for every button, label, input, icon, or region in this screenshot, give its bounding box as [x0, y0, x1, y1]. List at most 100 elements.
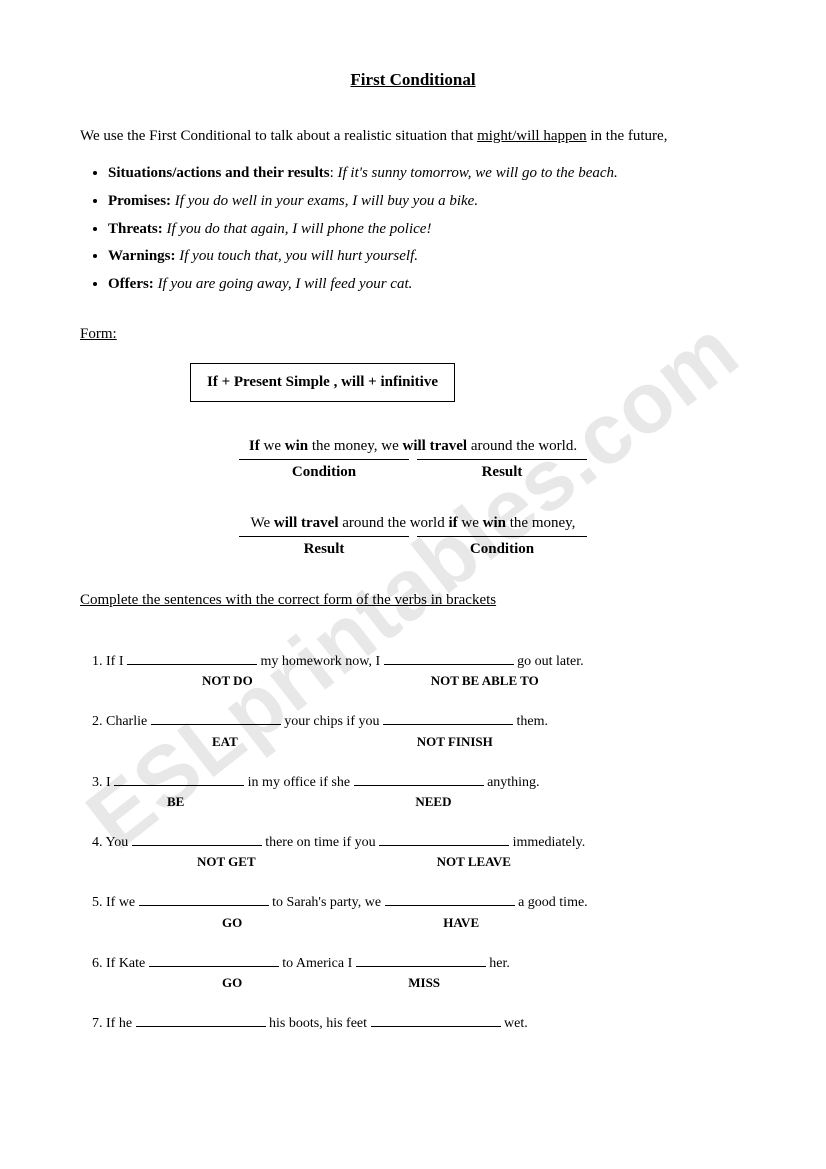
- page-title: First Conditional: [80, 70, 746, 90]
- formula-box: If + Present Simple , will + infinitive: [190, 363, 455, 402]
- label-result: Result: [417, 459, 587, 481]
- blank-field[interactable]: [127, 653, 257, 665]
- exercise-text: to America I: [279, 956, 356, 971]
- verb-hint: GO: [222, 915, 242, 931]
- exercise-text: If I: [106, 654, 127, 669]
- usage-item: Offers: If you are going away, I will fe…: [108, 274, 746, 296]
- label-condition: Condition: [417, 536, 587, 558]
- exercise-text: If we: [106, 895, 139, 910]
- usage-label: Offers:: [108, 276, 154, 292]
- blank-field[interactable]: [371, 1015, 501, 1027]
- exercise-text: in my office if she: [244, 775, 353, 790]
- form-heading: Form:: [80, 326, 746, 343]
- exercise-text: there on time if you: [262, 835, 379, 850]
- word-if: If: [249, 438, 260, 454]
- exercise-text: immediately.: [509, 835, 585, 850]
- blank-field[interactable]: [136, 1015, 266, 1027]
- intro-text: We use the First Conditional to talk abo…: [80, 128, 746, 145]
- exercise-number: 1.: [92, 654, 106, 669]
- word-win: win: [285, 438, 308, 454]
- exercise-text: If Kate: [106, 956, 149, 971]
- blank-field[interactable]: [384, 653, 514, 665]
- example-1: If we win the money, we will travel arou…: [80, 438, 746, 481]
- worksheet-page: ESLprintables.com First Conditional We u…: [0, 0, 826, 1169]
- verb-hint: NOT GET: [197, 854, 256, 870]
- word-will-travel: will travel: [403, 438, 468, 454]
- exercise-number: 7.: [92, 1016, 106, 1031]
- word-win: win: [483, 515, 506, 531]
- verb-hint-row: GOHAVE: [92, 915, 746, 931]
- usage-label: Threats:: [108, 221, 163, 237]
- exercise-item: 3. I in my office if she anything.BE NEED: [92, 772, 746, 810]
- word-if: if: [448, 515, 457, 531]
- verb-hint: NOT FINISH: [417, 734, 493, 750]
- usage-example: If you touch that, you will hurt yoursel…: [179, 248, 418, 264]
- blank-field[interactable]: [379, 834, 509, 846]
- exercise-number: 6.: [92, 956, 106, 971]
- exercise-text: You: [105, 835, 131, 850]
- blank-field[interactable]: [132, 834, 262, 846]
- exercise-sentence: 2. Charlie your chips if you them.: [92, 711, 746, 733]
- usage-example: If it's sunny tomorrow, we will go to th…: [338, 165, 618, 181]
- exercise-item: 4. You there on time if you immediately.…: [92, 832, 746, 870]
- exercise-sentence: 5. If we to Sarah's party, we a good tim…: [92, 892, 746, 914]
- exercise-text: my homework now, I: [257, 654, 384, 669]
- label-row: Condition Result: [80, 459, 746, 481]
- exercise-number: 5.: [92, 895, 106, 910]
- exercise-text: wet.: [501, 1016, 528, 1031]
- exercise-number: 2.: [92, 714, 106, 729]
- exercise-item: 5. If we to Sarah's party, we a good tim…: [92, 892, 746, 930]
- verb-hint: MISS: [408, 975, 440, 991]
- verb-hint-row: NOT GET NOT LEAVE: [92, 854, 746, 870]
- usage-label: Promises:: [108, 193, 171, 209]
- verb-hint: NOT DO: [202, 673, 253, 689]
- exercise-text: If he: [106, 1016, 136, 1031]
- exercise-text: Charlie: [106, 714, 151, 729]
- usage-item: Threats: If you do that again, I will ph…: [108, 219, 746, 241]
- verb-hint: NOT BE ABLE TO: [431, 673, 539, 689]
- exercise-text: them.: [513, 714, 548, 729]
- blank-field[interactable]: [354, 774, 484, 786]
- verb-hint-row: NOT DO NOT BE ABLE TO: [92, 673, 746, 689]
- exercise-number: 3.: [92, 775, 106, 790]
- usage-example: If you are going away, I will feed your …: [158, 276, 413, 292]
- verb-hint: EAT: [212, 734, 238, 750]
- verb-hint: GO: [222, 975, 242, 991]
- usage-example: If you do well in your exams, I will buy…: [175, 193, 478, 209]
- label-condition: Condition: [239, 459, 409, 481]
- usage-label: Warnings:: [108, 248, 176, 264]
- blank-field[interactable]: [139, 894, 269, 906]
- blank-field[interactable]: [114, 774, 244, 786]
- exercise-sentence: 1. If I my homework now, I go out later.: [92, 651, 746, 673]
- example-sentence: We will travel around the world if we wi…: [80, 515, 746, 532]
- label-result: Result: [239, 536, 409, 558]
- verb-hint: BE: [167, 794, 184, 810]
- example-2: We will travel around the world if we wi…: [80, 515, 746, 558]
- exercise-sentence: 7. If he his boots, his feet wet.: [92, 1013, 746, 1035]
- label-row: Result Condition: [80, 536, 746, 558]
- intro-post: in the future,: [587, 128, 668, 144]
- exercise-text: your chips if you: [281, 714, 383, 729]
- verb-hint: NEED: [415, 794, 451, 810]
- exercise-text: a good time.: [515, 895, 588, 910]
- usage-item: Warnings: If you touch that, you will hu…: [108, 246, 746, 268]
- verb-hint-row: BE NEED: [92, 794, 746, 810]
- exercise-item: 6. If Kate to America I her. GO MISS: [92, 953, 746, 991]
- verb-hint-row: GO MISS: [92, 975, 746, 991]
- blank-field[interactable]: [151, 713, 281, 725]
- usage-list: Situations/actions and their results: If…: [80, 163, 746, 296]
- exercise-number: 4.: [92, 835, 105, 850]
- example-sentence: If we win the money, we will travel arou…: [80, 438, 746, 455]
- blank-field[interactable]: [149, 955, 279, 967]
- blank-field[interactable]: [356, 955, 486, 967]
- blank-field[interactable]: [385, 894, 515, 906]
- verb-hint: NOT LEAVE: [437, 854, 511, 870]
- blank-field[interactable]: [383, 713, 513, 725]
- usage-item: Situations/actions and their results: If…: [108, 163, 746, 185]
- exercise-text: to Sarah's party, we: [269, 895, 385, 910]
- usage-item: Promises: If you do well in your exams, …: [108, 191, 746, 213]
- exercise-text: her.: [486, 956, 510, 971]
- exercise-text: go out later.: [514, 654, 584, 669]
- exercise-sentence: 3. I in my office if she anything.: [92, 772, 746, 794]
- usage-label: Situations/actions and their results: [108, 165, 330, 181]
